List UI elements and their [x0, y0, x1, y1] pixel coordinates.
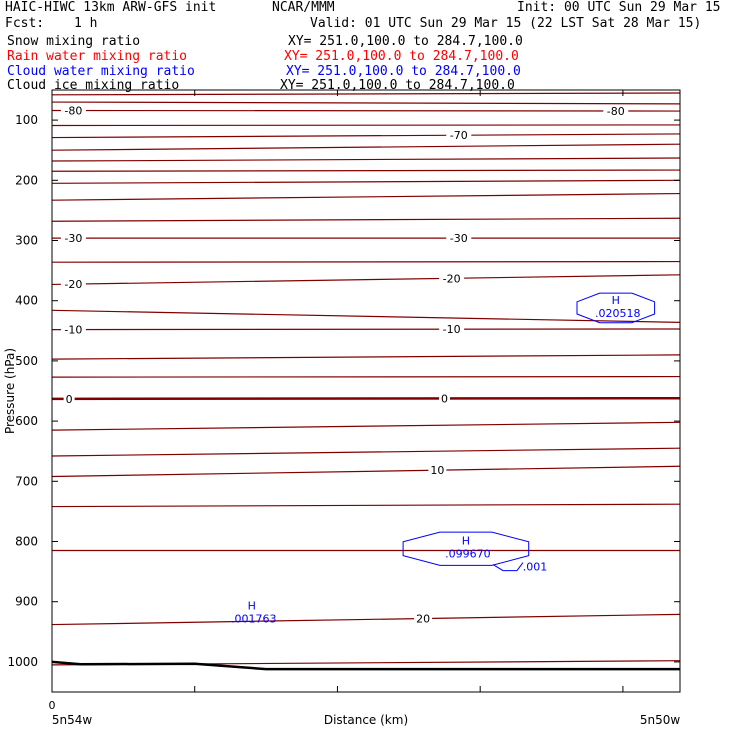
field-xy-rain: XY= 251.0,100.0 to 284.7,100.0	[284, 49, 519, 64]
isotherm-layer: -80 -80 -70 -30 -30 -20 -20 -10 -10 0 0 10 20	[51, 92, 681, 666]
isotherm-label: -10	[443, 323, 461, 336]
isotherm-label-bg	[60, 323, 86, 336]
isotherm-line	[51, 124, 681, 127]
isotherm-label: -80	[64, 104, 82, 117]
isotherm-label: -30	[64, 232, 82, 245]
isotherm-line	[51, 143, 681, 151]
isotherm-label-bg	[446, 232, 472, 245]
isotherm-line	[51, 503, 681, 508]
isotherm-label-bg	[603, 105, 629, 118]
y-tick-label: 200	[15, 173, 38, 187]
model-title: HAIC-HIWC 13km ARW-GFS init	[5, 0, 217, 15]
isotherm-label-bg	[60, 232, 86, 245]
isotherm-label: -80	[607, 105, 625, 118]
terrain-line	[51, 660, 680, 671]
isotherm-label: 10	[430, 464, 444, 477]
field-name-cloud-ice: Cloud ice mixing ratio	[7, 78, 180, 93]
x-tick-label: 0	[49, 699, 56, 712]
plot-frame	[51, 89, 681, 693]
cloud-water-max-value: .001763	[231, 613, 277, 626]
cloud-water-max-value: .099670	[445, 548, 491, 561]
isotherm-line	[51, 465, 681, 478]
center-label: NCAR/MMM	[272, 0, 335, 15]
isotherm-label: -20	[64, 278, 82, 291]
x-end-label-left: 5n54w	[52, 713, 93, 727]
isotherm-label: 0	[66, 393, 73, 406]
isotherm-line	[51, 447, 681, 457]
fcst-label: Fcst:	[5, 16, 45, 31]
isotherm-line	[51, 157, 681, 162]
isotherm-label-bg	[63, 392, 75, 405]
cloud-water-max-value: .020518	[595, 307, 641, 320]
isotherm-line	[51, 375, 681, 378]
isotherm-line	[51, 309, 681, 323]
field-xy-cloud-water: XY= 251.0,100.0 to 284.7,100.0	[286, 64, 521, 79]
isotherm-label: -70	[450, 129, 468, 142]
valid-time: Valid: 01 UTC Sun 29 Mar 15 (22 LST Sat …	[310, 16, 702, 31]
isotherm-line	[51, 613, 681, 626]
isotherm-label-bg	[60, 278, 86, 291]
y-tick-label: 1000	[7, 655, 38, 669]
y-tick-label: 900	[15, 595, 38, 609]
isotherm-label-bg	[428, 464, 447, 477]
isotherm-label-bg	[60, 104, 86, 117]
y-tick-label: 500	[15, 354, 38, 368]
cloud-water-max-value: .001	[523, 561, 548, 574]
isotherm-label: -20	[443, 272, 461, 285]
isotherm-line	[51, 192, 681, 201]
terrain-layer	[51, 660, 680, 671]
field-xy-cloud-ice: XY= 251.0,100.0 to 284.7,100.0	[280, 78, 515, 93]
isotherm-label-bg	[439, 323, 465, 336]
field-name-rain: Rain water mixing ratio	[7, 49, 188, 64]
isotherm-line	[51, 169, 681, 172]
y-axis-label: Pressure (hPa)	[3, 348, 17, 434]
isotherm-line	[51, 109, 681, 112]
isotherm-line	[51, 260, 681, 263]
isotherm-label-bg	[414, 612, 433, 625]
isotherm-label-bg	[439, 272, 465, 285]
cloud-water-max-marker: H	[248, 600, 256, 613]
y-tick-label: 300	[15, 234, 38, 248]
y-tick-label: 800	[15, 535, 38, 549]
isotherm-line	[51, 274, 681, 286]
isotherm-line	[51, 354, 681, 360]
isotherm-line	[51, 179, 681, 184]
isotherm-line	[51, 217, 681, 222]
isotherm-line	[51, 133, 681, 139]
y-tick-label: 600	[15, 414, 38, 428]
field-name-snow: Snow mixing ratio	[7, 34, 141, 49]
isotherm-label: -30	[450, 232, 468, 245]
isotherm-label: 0	[441, 392, 448, 405]
field-xy-snow: XY= 251.0,100.0 to 284.7,100.0	[288, 34, 523, 49]
isotherm-label: -10	[64, 324, 82, 337]
isotherm-label: 20	[416, 613, 430, 626]
cloud-water-max-marker: H	[612, 294, 620, 307]
x-axis: 0	[49, 90, 624, 712]
isotherm-label-bg	[439, 392, 450, 405]
cloud-water-contour	[402, 531, 530, 566]
y-tick-label: 100	[15, 113, 38, 127]
field-name-cloud-water: Cloud water mixing ratio	[7, 64, 195, 79]
isotherm-line	[51, 328, 681, 331]
fcst-value: 1 h	[74, 16, 98, 31]
cloud-water-contour	[576, 292, 656, 324]
y-tick-label: 700	[15, 474, 38, 488]
x-end-label-right: 5n50w	[640, 713, 681, 727]
isotherm-label-bg	[446, 129, 472, 142]
cloud-water-max-marker: H	[462, 535, 470, 548]
cloud-water-contour	[492, 562, 524, 572]
isotherm-line	[51, 101, 681, 105]
isotherm-line	[51, 421, 681, 431]
init-time: Init: 00 UTC Sun 29 Mar 15	[517, 0, 721, 15]
y-tick-label: 400	[15, 294, 38, 308]
isotherm-line	[51, 92, 681, 96]
isotherm-line	[51, 396, 681, 401]
x-axis-label: Distance (km)	[324, 713, 408, 727]
